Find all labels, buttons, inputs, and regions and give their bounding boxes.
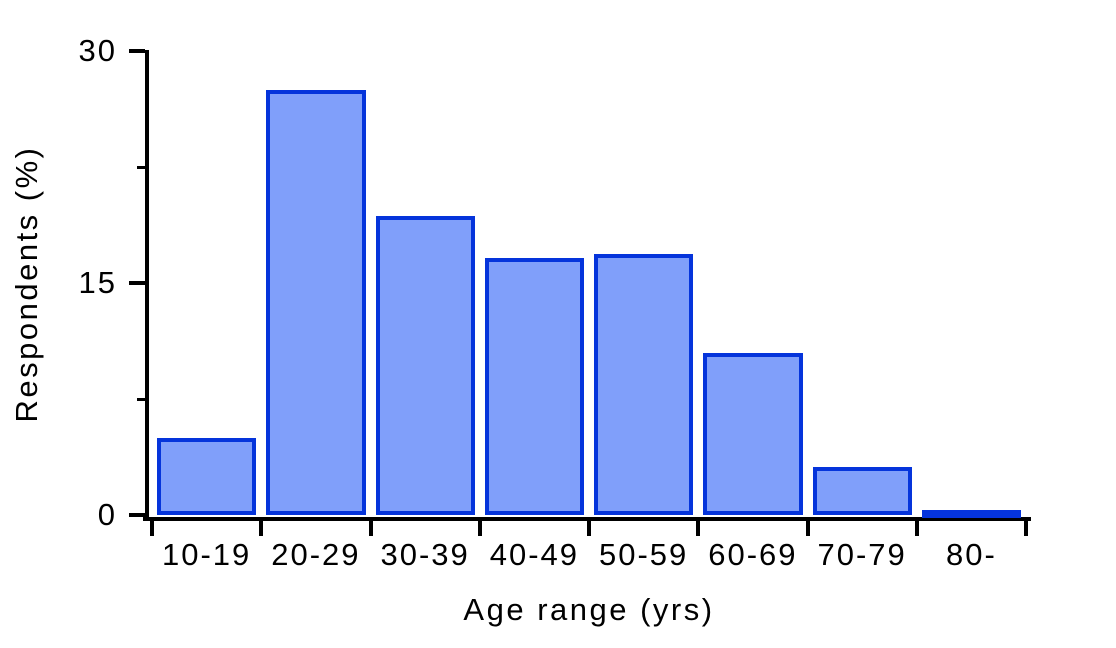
x-tick-label: 30-39 [380,537,470,572]
plot-area [152,51,1026,519]
x-tick [368,521,373,536]
x-tick [150,521,154,536]
x-tick-label: 80- [945,537,997,572]
x-tick [259,521,264,536]
x-tick-label: 40-49 [489,537,580,572]
x-tick [914,521,919,536]
y-minor-tick [137,165,145,169]
y-minor-tick [137,397,145,401]
x-tick-label: 60-69 [708,537,798,572]
x-tick [587,521,591,536]
y-major-tick [129,281,145,285]
x-tick-label: 70-79 [817,537,907,572]
y-tick-label: 0 [97,497,117,532]
bar-50-59 [594,253,694,515]
bar-30-39 [375,216,475,515]
bar-70-79 [812,467,912,515]
x-tick-label: 50-59 [598,537,689,572]
bar-80- [921,510,1021,519]
x-tick [696,521,701,536]
x-tick-label: 20-29 [271,537,361,572]
bar-10-19 [157,437,257,515]
y-tick-label: 15 [78,265,117,300]
bar-40-49 [484,258,584,515]
y-tick-label: 30 [78,33,117,68]
x-axis-line [143,517,1031,521]
y-major-tick [129,49,145,53]
x-tick [1024,521,1028,536]
x-axis-title: Age range (yrs) [463,592,715,627]
bar-20-29 [266,89,366,515]
bar-60-69 [703,352,803,515]
x-tick [805,521,810,536]
x-tick-label: 10-19 [161,537,252,572]
y-major-tick [129,513,145,517]
y-axis-line [145,50,149,521]
x-tick [477,521,482,536]
